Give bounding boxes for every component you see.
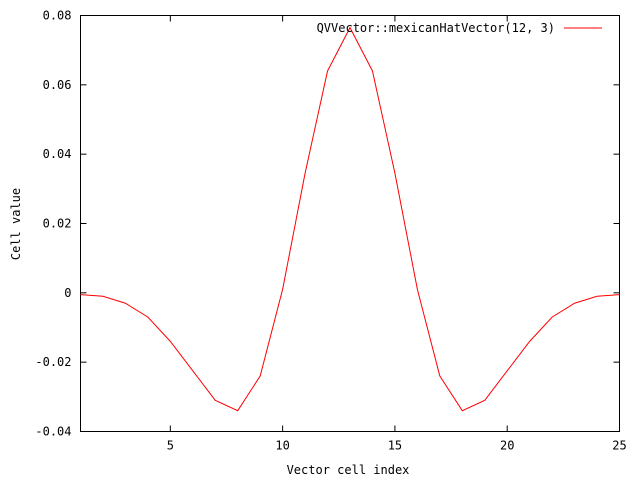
legend: QVVector::mexicanHatVector(12, 3) <box>317 21 602 35</box>
x-tick-label: 20 <box>500 439 514 453</box>
x-tick-label: 10 <box>275 439 289 453</box>
y-axis-label: Cell value <box>9 188 23 260</box>
y-tick-label: -0.04 <box>35 425 71 439</box>
tick-labels: -0.04 -0.02 0 0.02 0.04 0.06 0.08 5 10 15 20 25 <box>35 9 626 453</box>
y-tick-label: 0.02 <box>43 217 72 231</box>
x-tick-label: 25 <box>612 439 626 453</box>
x-tick-label: 5 <box>167 439 174 453</box>
x-axis-label: Vector cell index <box>287 463 410 477</box>
y-tick-label: -0.02 <box>35 355 71 369</box>
x-tick-label: 15 <box>388 439 402 453</box>
y-tick-label: 0.04 <box>43 147 72 161</box>
ticks <box>80 15 620 432</box>
plot-frame <box>80 15 620 432</box>
y-tick-label: 0 <box>64 286 71 300</box>
y-tick-label: 0.06 <box>43 78 72 92</box>
y-tick-label: 0.08 <box>43 9 72 23</box>
series-line <box>80 26 620 412</box>
legend-label: QVVector::mexicanHatVector(12, 3) <box>317 21 555 35</box>
